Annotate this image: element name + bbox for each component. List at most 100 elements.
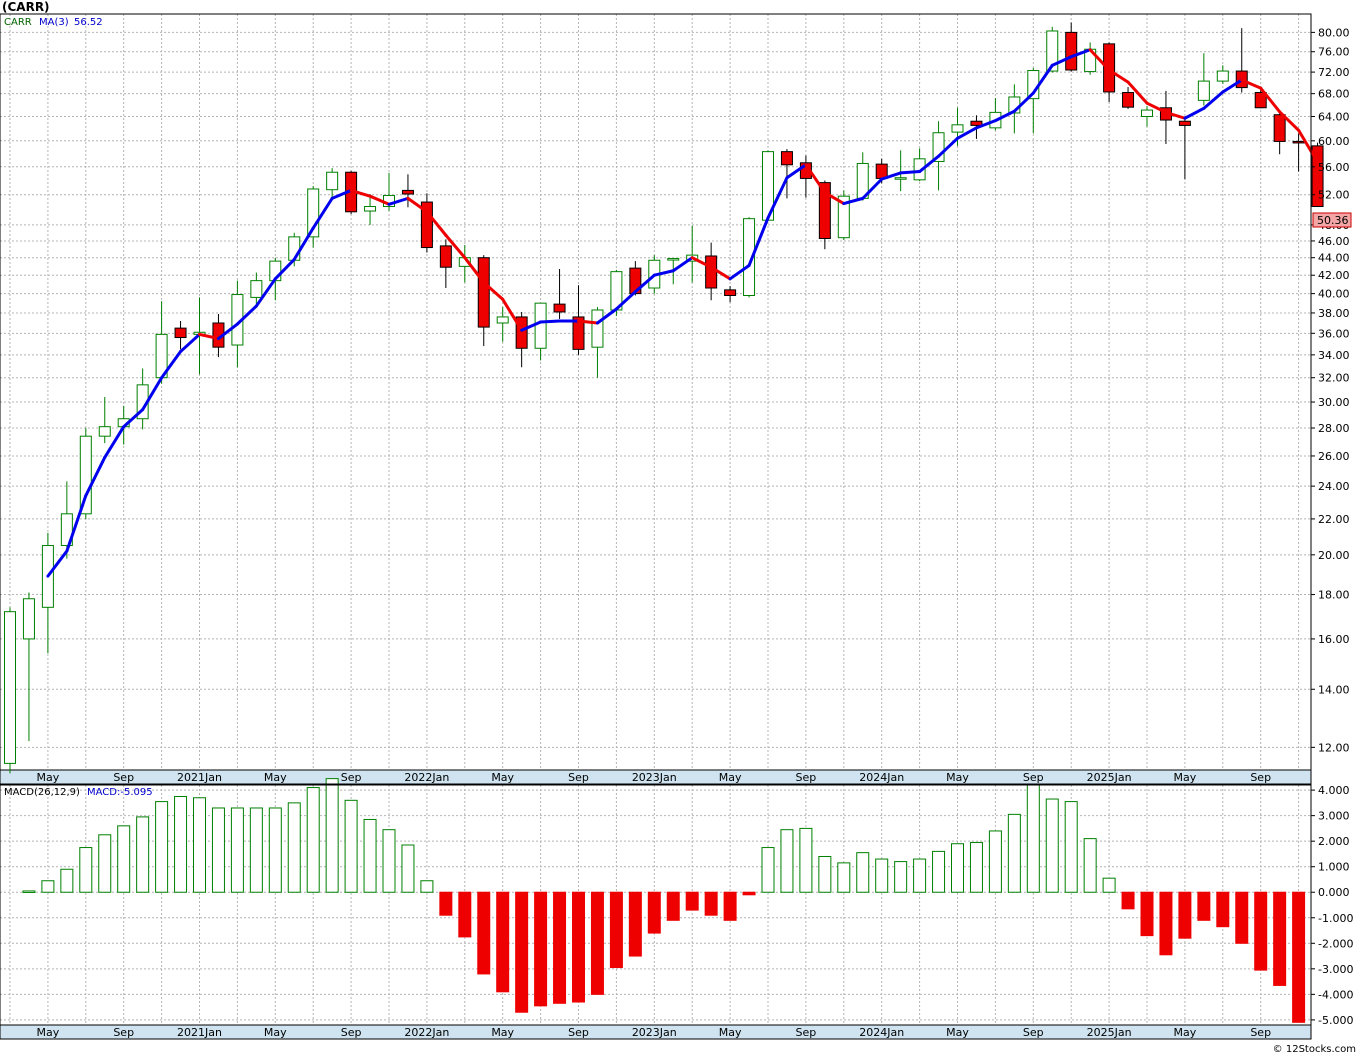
y-tick-label: 76.00 [1318,46,1350,59]
macd-bar [1007,813,1021,893]
ma-segment [1126,80,1149,105]
x-tick-label: Sep [113,771,134,784]
ma-segment [1107,68,1130,84]
x-tick-label: Sep [568,771,589,784]
ma-segment [861,177,884,200]
x-tick-label: Sep [1250,1026,1271,1039]
ma-segment [652,269,675,277]
y-tick-label: 24.00 [1318,480,1350,493]
macd-bar [1121,891,1135,910]
x-tick-label: Sep [1023,771,1044,784]
macd-bar [742,891,756,896]
legend-ma-value: 56.52 [74,17,103,28]
macd-bar [439,891,453,916]
y-tick-label: 4.000 [1318,784,1350,797]
candle [98,397,111,444]
ma-segment [141,376,164,412]
macd-bar [647,891,661,934]
macd-panel-frame [0,784,1312,1040]
ma-segment [785,163,808,180]
candle-body [364,206,377,212]
ma-segment [709,265,732,281]
macd-legend-label: MACD(26,12,9) [4,787,80,798]
macd-bar [249,807,263,893]
y-tick-label: 38.00 [1318,307,1350,320]
x-tick-label: Sep [341,1026,362,1039]
macd-bar [609,891,623,969]
candle-body [1122,92,1135,108]
candle-body [724,289,737,297]
ma-segment [349,188,372,198]
macd-bar [22,890,36,893]
candle [307,186,320,248]
y-tick-label: 72.00 [1318,66,1350,79]
candle [1197,53,1210,106]
candle-body [818,182,831,239]
y-tick-label: -5.000 [1318,1014,1353,1027]
macd-bar [344,799,358,893]
macd-bar [117,825,131,893]
last-price-label: 50.36 [1317,214,1349,227]
ma-segment [1297,128,1320,164]
y-tick-label: 16.00 [1318,633,1350,646]
macd-bar [193,797,206,893]
x-tick-label: Sep [113,1026,134,1039]
macd-bar [723,891,737,921]
macd-y-axis: 4.000 3.000 2.000 1.000 0.000 -1.000 -2.000 -3.… [1311,784,1353,1027]
candle-body [837,195,850,239]
x-tick-label: May [719,1026,742,1039]
candle-body [1311,145,1324,208]
x-tick-label: May [37,771,60,784]
ma-segment [1221,78,1244,94]
ma-segment [937,136,959,158]
candle-body [951,124,964,133]
y-tick-label: 60.00 [1318,135,1350,148]
candle [743,217,756,298]
x-tick-label: Sep [796,771,817,784]
y-tick-label: -4.000 [1318,988,1353,1001]
legend-symbol: CARR [4,17,32,28]
ma-segment [956,126,978,140]
macd-bar [837,862,851,893]
candle [136,368,149,430]
ma-segment [728,263,751,281]
candle [174,320,187,350]
candle [780,149,793,199]
x-tick-label: 2024Jan [859,1026,904,1039]
y-tick-label: 40.00 [1318,288,1350,301]
candle-body [420,201,433,249]
macd-bar [875,858,889,893]
candle-body [326,171,339,191]
macd-bar [496,891,510,993]
candle-body [98,426,111,437]
macd-bar [515,891,529,1013]
x-tick-label: Sep [568,1026,589,1039]
candlestick-series [4,22,1324,774]
y-tick-label: 18.00 [1318,589,1350,602]
macd-bar [988,830,1002,893]
candle [250,272,263,309]
y-tick-label: 14.00 [1318,683,1350,696]
macd-bar [98,834,112,893]
macd-bar [1197,891,1211,921]
macd-bar [41,880,55,893]
candle [1273,111,1286,155]
x-tick-label: May [264,771,287,784]
ma-segment [482,280,505,301]
y-tick-label: 3.000 [1318,810,1350,823]
candle [1141,106,1153,127]
candle [4,607,16,774]
candle [477,255,490,347]
ma-segment [292,226,315,261]
candle [79,428,92,519]
ma-segment [633,273,656,294]
candle-body [496,316,509,324]
ma3-line [46,48,1320,578]
y-tick-label: 0.000 [1318,886,1350,899]
candle-body [477,257,490,328]
ma-segment [1050,55,1073,67]
ma-segment [122,408,145,429]
candle [401,174,414,208]
candle-body [970,120,983,126]
candle [60,481,73,559]
